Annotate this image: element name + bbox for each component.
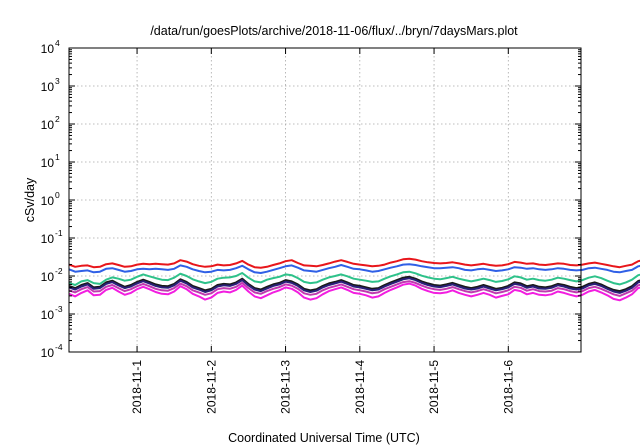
y-tick-exponent: 4	[55, 38, 60, 48]
chart-title: /data/run/goesPlots/archive/2018-11-06/f…	[150, 24, 518, 38]
grid-lines	[69, 48, 581, 352]
y-tick-label: 10	[41, 346, 55, 360]
y-tick-exponent: 1	[55, 152, 60, 162]
x-tick-label: 2018-11-4	[353, 360, 367, 414]
y-tick-label: 10	[41, 270, 55, 284]
y-tick-label: 10	[41, 308, 55, 322]
axis-ticks	[69, 47, 581, 353]
x-tick-label: 2018-11-5	[427, 360, 441, 414]
data-series	[68, 257, 640, 302]
x-tick-label: 2018-11-1	[130, 360, 144, 414]
y-tick-exponent: -2	[55, 266, 63, 276]
y-axis-label: cSv/day	[23, 177, 37, 222]
series-line-4	[68, 275, 640, 293]
x-tick-label: 2018-11-3	[279, 360, 293, 414]
series-line-5	[68, 277, 640, 294]
series-line-2	[68, 263, 640, 274]
y-tick-label: 10	[41, 42, 55, 56]
x-axis-tick-labels: 2018-11-1 2018-11-2 2018-11-3 2018-11-4 2018…	[130, 360, 515, 414]
y-tick-exponent: -3	[55, 304, 63, 314]
series-line-7	[68, 282, 640, 302]
series-line-3	[68, 270, 640, 286]
y-tick-label: 10	[41, 232, 55, 246]
y-tick-exponent: 0	[55, 190, 60, 200]
y-tick-exponent: 3	[55, 76, 60, 86]
y-tick-exponent: 2	[55, 114, 60, 124]
y-tick-label: 10	[41, 156, 55, 170]
y-tick-exponent: -1	[55, 228, 63, 238]
y-tick-label: 10	[41, 118, 55, 132]
x-tick-label: 2018-11-6	[501, 360, 515, 414]
x-tick-label: 2018-11-2	[204, 360, 218, 414]
series-line-6	[68, 280, 640, 297]
series-line-1	[68, 257, 640, 269]
y-tick-label: 10	[41, 194, 55, 208]
y-tick-label: 10	[41, 80, 55, 94]
x-axis-label: Coordinated Universal Time (UTC)	[228, 431, 420, 445]
y-tick-exponent: -4	[55, 342, 63, 352]
